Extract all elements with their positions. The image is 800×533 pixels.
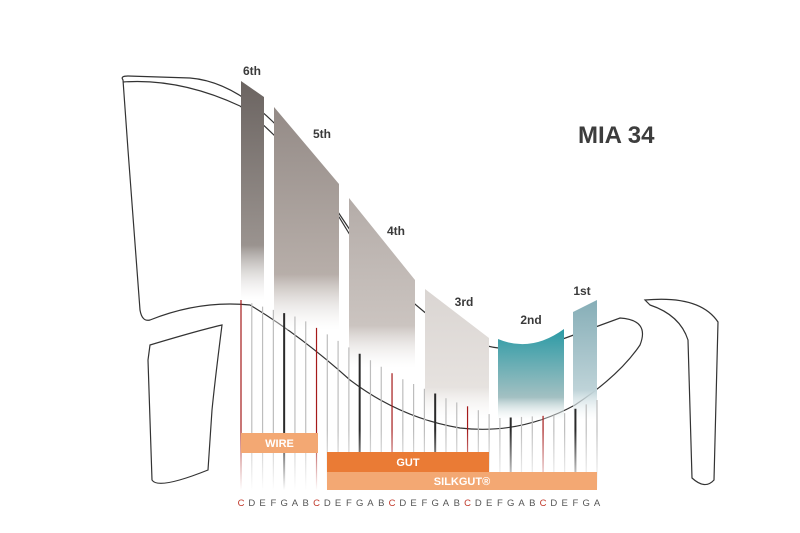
string-type-bars: WIRE GUT SILKGUT® [241,433,597,490]
string-type-bar [241,433,318,453]
note-label: F [346,498,352,509]
harp-pillar [147,324,223,484]
note-label: D [324,498,331,509]
note-label: D [248,498,255,509]
octave-block-4th [349,198,415,368]
note-label: A [443,498,450,509]
octave-labels: 6th 5th 4th 3rd 2nd 1st [243,64,591,327]
string-type-label: GUT [396,457,420,469]
note-label: E [410,498,416,509]
octave-label: 5th [313,127,331,141]
note-label: C [313,498,320,509]
note-label: A [594,498,601,509]
note-label: C [540,498,547,509]
note-label: G [507,498,514,509]
note-label: E [259,498,265,509]
note-label: B [454,498,460,509]
string-type-label: SILKGUT® [434,476,490,488]
octave-block-2nd [498,329,564,420]
note-label: F [497,498,503,509]
note-label: B [378,498,384,509]
note-label: G [280,498,287,509]
note-label: D [475,498,482,509]
string-type-bar [327,472,597,490]
harp-outline [121,75,719,486]
note-label: F [421,498,427,509]
octave-label: 2nd [520,313,541,327]
note-label: B [303,498,309,509]
octave-shapes [241,81,597,420]
octave-label: 3rd [455,295,474,309]
note-label: B [529,498,535,509]
string-type-bar [327,452,489,472]
octave-label: 1st [573,284,590,298]
note-label: A [518,498,525,509]
octave-block-6th [241,81,264,300]
octave-label: 4th [387,224,405,238]
octave-block-5th [274,107,339,330]
string-type-label: WIRE [265,438,294,450]
model-title: MIA 34 [578,122,655,149]
note-label: D [399,498,406,509]
note-label: G [431,498,438,509]
note-label: F [573,498,579,509]
octave-block-3rd [425,289,489,420]
note-label: E [486,498,492,509]
octave-block-1st [573,300,597,420]
note-label: G [356,498,363,509]
note-label: F [270,498,276,509]
note-label: D [550,498,557,509]
note-label: E [335,498,341,509]
note-label: C [389,498,396,509]
note-label: C [238,498,245,509]
note-label: C [464,498,471,509]
note-label: E [561,498,567,509]
harp-base-right [643,298,719,486]
note-label: G [583,498,590,509]
octave-label: 6th [243,64,261,78]
note-label: A [367,498,374,509]
note-label: A [292,498,299,509]
